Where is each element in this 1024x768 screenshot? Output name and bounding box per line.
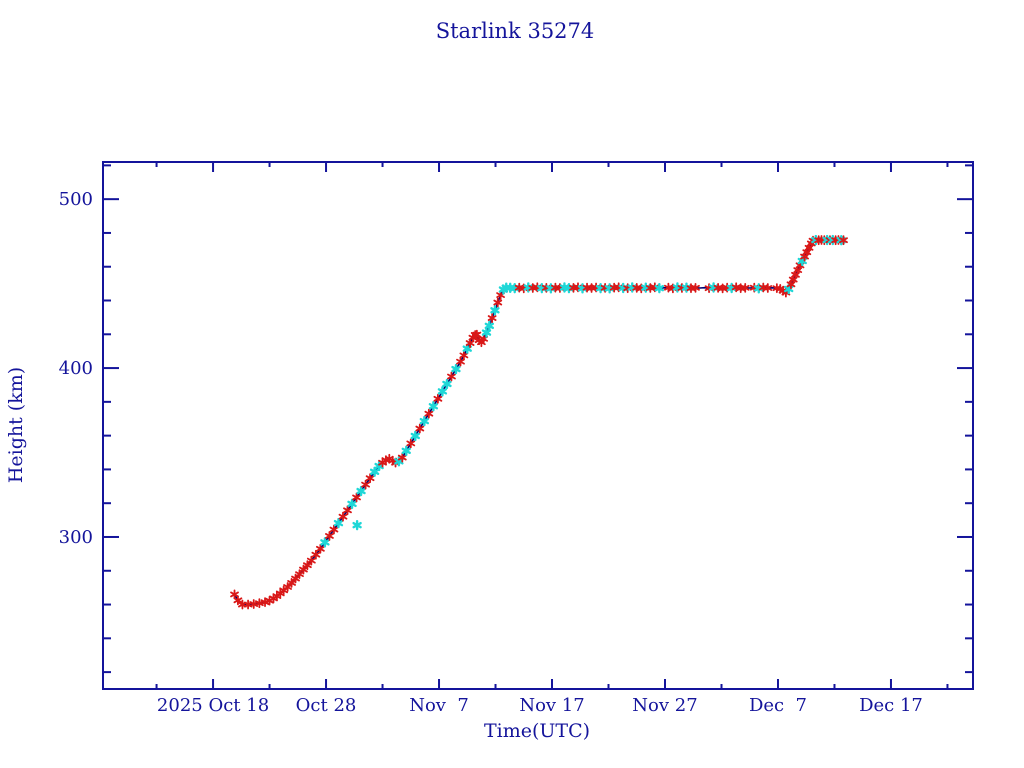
height-profile-line — [233, 239, 844, 606]
data-marker-cyan — [490, 305, 500, 316]
data-marker-cyan — [333, 517, 344, 529]
data-marker-red — [424, 408, 434, 419]
outlier-marker — [352, 519, 362, 531]
data-marker-red — [839, 235, 848, 246]
data-marker-red — [230, 589, 239, 600]
x-tick-label: Oct 28 — [296, 695, 357, 716]
data-marker-red — [329, 524, 339, 535]
data-marker-cyan — [484, 320, 495, 332]
y-tick-label: 500 — [59, 189, 93, 210]
data-marker-red — [311, 549, 321, 560]
data-marker-red — [456, 356, 465, 367]
data-marker-cyan — [374, 460, 384, 472]
axis-ticks — [103, 162, 973, 689]
data-marker-cyan — [442, 378, 452, 390]
data-marker-red — [740, 282, 750, 293]
chart-title: Starlink 35274 — [436, 19, 595, 43]
y-axis-label: Height (km) — [5, 367, 27, 483]
data-marker-red — [447, 371, 456, 382]
y-tick-label: 400 — [59, 358, 93, 379]
data-marker-red — [260, 597, 270, 608]
data-marker-cyan — [437, 386, 448, 397]
data-marker-red — [275, 588, 285, 599]
data-marker-cyan — [356, 485, 366, 497]
data-marker-red — [365, 473, 375, 484]
data-marker-cyan — [654, 282, 665, 294]
plot-frame — [102, 161, 974, 690]
data-marker-cyan — [347, 498, 357, 510]
data-marker-red — [233, 595, 243, 606]
data-marker-red — [315, 543, 325, 554]
data-marker-red — [361, 479, 370, 490]
data-marker-cyan — [419, 415, 430, 427]
data-marker-red — [763, 283, 773, 293]
data-marker-cyan — [369, 466, 380, 477]
data-marker-red — [343, 505, 352, 516]
x-tick-label: Dec 7 — [749, 695, 807, 716]
data-marker-cyan — [320, 537, 330, 548]
data-marker-red — [459, 350, 469, 361]
data-marker-red — [306, 555, 316, 566]
data-line — [233, 239, 844, 606]
data-marker-red — [279, 585, 289, 596]
data-marker-red — [325, 531, 334, 541]
data-marker-red — [406, 438, 416, 449]
data-marker-red — [397, 452, 407, 463]
data-marker-red — [487, 313, 497, 323]
data-marker-cyan — [410, 430, 420, 442]
data-marker-cyan — [428, 401, 439, 412]
x-tick-label: Nov 17 — [519, 695, 584, 716]
data-marker-red — [493, 297, 503, 308]
x-tick-label: Nov 7 — [409, 695, 469, 716]
data-marker-red — [691, 282, 700, 293]
data-marker-red — [352, 492, 361, 503]
y-tick-label: 300 — [59, 527, 93, 548]
data-marker-cyan — [481, 327, 492, 338]
data-marker-red — [433, 393, 443, 404]
x-axis-label: Time(UTC) — [484, 720, 590, 742]
data-marker-cyan — [401, 445, 411, 457]
data-marker-cyan — [451, 363, 461, 375]
axis-tick-labels: 2025 Oct 18 Oct 28 Nov 7 Nov 17 Nov 27 Dec 7 D… — [59, 189, 923, 716]
x-tick-label: Nov 27 — [632, 695, 697, 716]
x-tick-label: Dec 17 — [859, 695, 923, 716]
x-tick-label: 2025 Oct 18 — [157, 695, 269, 716]
data-marker-red — [415, 423, 425, 434]
data-markers — [230, 234, 848, 610]
plot-border — [102, 161, 974, 690]
data-marker-red — [338, 511, 348, 522]
